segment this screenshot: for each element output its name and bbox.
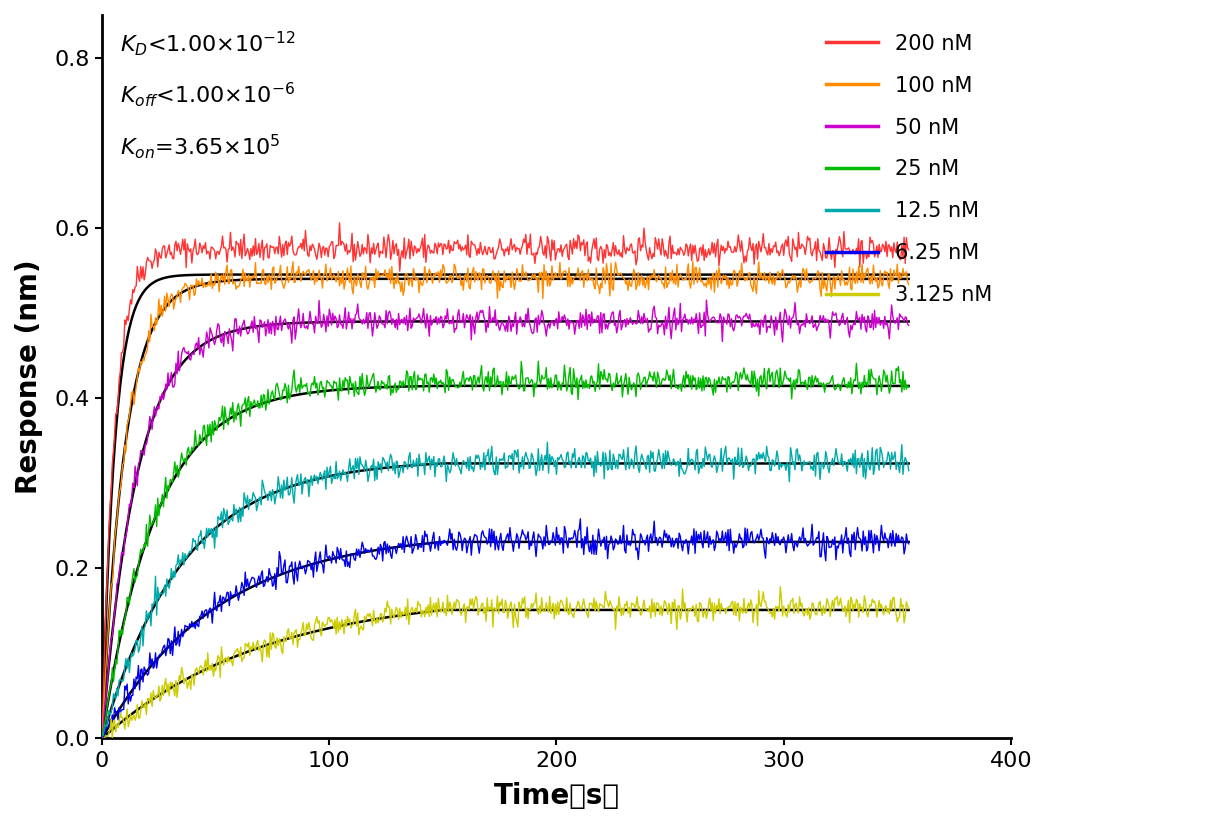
X-axis label: Time（s）: Time（s） — [494, 782, 620, 810]
Text: $K_D$<1.00×10$^{-12}$
$K_{off}$<1.00×10$^{-6}$
$K_{on}$=3.65×10$^5$: $K_D$<1.00×10$^{-12}$ $K_{off}$<1.00×10$… — [121, 30, 296, 161]
Legend: 200 nM, 100 nM, 50 nM, 25 nM, 12.5 nM, 6.25 nM, 3.125 nM: 200 nM, 100 nM, 50 nM, 25 nM, 12.5 nM, 6… — [818, 26, 1000, 313]
Y-axis label: Response (nm): Response (nm) — [15, 259, 43, 494]
